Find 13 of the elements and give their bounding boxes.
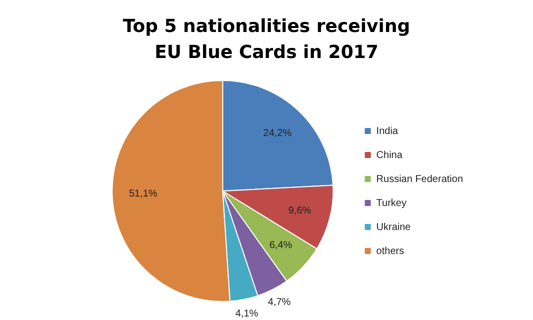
legend-label: Ukraine <box>376 222 412 233</box>
legend-label: Turkey <box>376 198 406 209</box>
chart-title: Top 5 nationalities receiving EU Blue Cards in 2017 <box>122 15 412 65</box>
data-label: 9,6% <box>288 205 312 216</box>
legend-label: India <box>376 126 398 137</box>
data-label: 51,1% <box>128 188 158 200</box>
data-label: 6,4% <box>269 240 292 252</box>
legend-label: others <box>376 246 404 257</box>
data-label: 24,2% <box>263 128 292 140</box>
legend-label: China <box>376 150 403 161</box>
legend-label: Russian Federation <box>376 174 464 185</box>
data-label: 4,1% <box>235 308 258 320</box>
data-label: 4,7% <box>268 297 291 308</box>
